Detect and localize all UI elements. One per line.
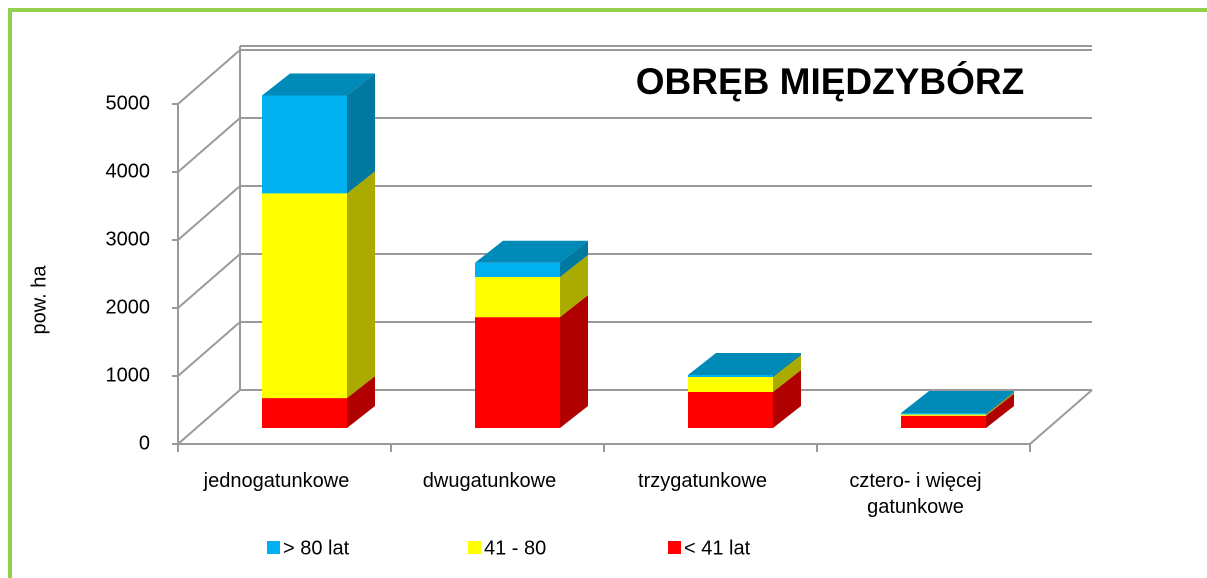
bar-front	[688, 391, 773, 428]
grid-line	[177, 253, 1092, 309]
y-tick-label: 5000	[106, 92, 151, 114]
bar-front	[475, 277, 560, 318]
legend-swatch	[267, 541, 280, 554]
bar-front	[901, 413, 986, 415]
x-tick-label: dwugatunkowe	[422, 470, 557, 492]
bar-side	[773, 369, 801, 428]
y-tick-label: 2000	[106, 296, 151, 318]
bar-side	[560, 295, 588, 428]
bar-front	[475, 262, 560, 278]
bar-side	[773, 352, 801, 377]
grid-line	[177, 185, 1092, 241]
x-tick-label: cztero- i więcej gatunkowe	[849, 470, 982, 518]
chart-title: OBRĘB MIĘDZYBÓRZ	[636, 60, 1025, 102]
bar-side	[773, 355, 801, 392]
bar-side	[986, 391, 1014, 415]
bar-side	[347, 376, 375, 428]
bar-top	[475, 240, 588, 263]
bar-front	[688, 374, 773, 377]
bar-side	[347, 73, 375, 194]
legend-label: < 41 lat	[684, 537, 751, 559]
y-tick-label: 4000	[106, 160, 151, 182]
y-tick-label: 1000	[106, 364, 151, 386]
bar-front	[688, 377, 773, 392]
y-tick-label: 3000	[106, 228, 151, 250]
bar-front	[262, 398, 347, 428]
bar-side	[560, 255, 588, 318]
y-tick-label: 0	[139, 432, 150, 454]
grid-line	[177, 321, 1092, 377]
legend-label: > 80 lat	[283, 537, 350, 559]
legend-swatch	[468, 541, 481, 554]
bar-side	[347, 171, 375, 399]
bar-front	[901, 414, 986, 416]
bar-front	[262, 193, 347, 399]
grid-line	[177, 49, 1092, 105]
bar-top	[688, 352, 801, 375]
bar-side	[560, 240, 588, 278]
x-tick-label: jednogatunkowe	[203, 470, 350, 492]
bar-front	[901, 415, 986, 428]
bar-side	[986, 393, 1014, 428]
grid-line	[177, 389, 1092, 445]
bar-top	[901, 391, 1014, 414]
grid-line	[177, 117, 1092, 173]
bar-top	[262, 73, 375, 96]
legend-label: 41 - 80	[484, 537, 546, 559]
bar-side	[986, 392, 1014, 416]
x-tick-label: trzygatunkowe	[638, 470, 767, 492]
bar-front	[475, 317, 560, 428]
frame	[8, 8, 1207, 578]
y-axis-label: pow. ha	[28, 265, 50, 335]
legend-swatch	[668, 541, 681, 554]
bar-front	[262, 95, 347, 194]
